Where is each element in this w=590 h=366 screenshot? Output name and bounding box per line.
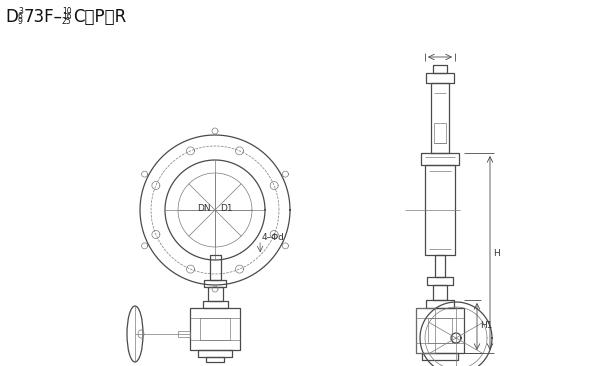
Text: C、P、R: C、P、R	[73, 8, 126, 26]
Text: 25: 25	[62, 17, 71, 26]
Text: D: D	[5, 8, 18, 26]
Text: H1: H1	[480, 321, 493, 330]
Text: DN: DN	[197, 204, 211, 213]
Text: 6: 6	[18, 12, 23, 21]
Text: 16: 16	[62, 12, 71, 21]
Text: H: H	[493, 249, 500, 258]
Text: D1: D1	[220, 204, 232, 213]
Text: 4–Φd: 4–Φd	[262, 233, 285, 242]
Text: 73F–: 73F–	[24, 8, 63, 26]
Text: 9: 9	[18, 17, 23, 26]
Text: 10: 10	[62, 7, 71, 16]
Text: 3: 3	[18, 7, 23, 16]
